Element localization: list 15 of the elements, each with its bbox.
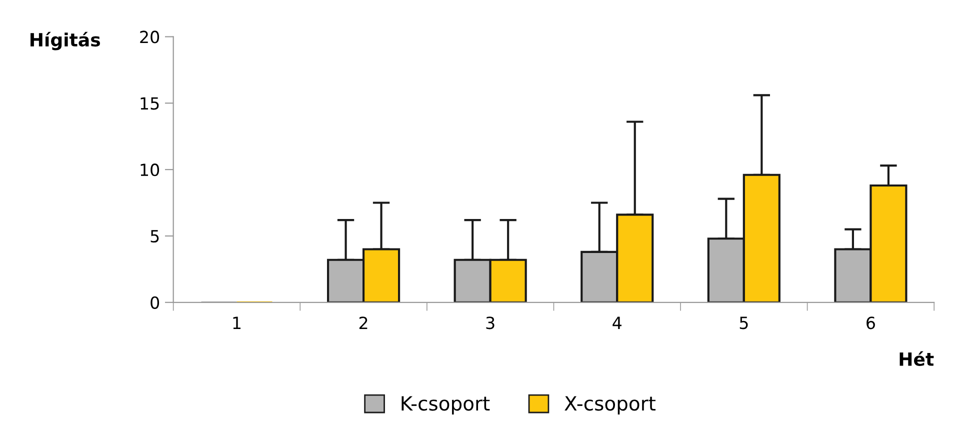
y-tick-label: 15 xyxy=(140,97,159,110)
x-axis-title: Hét xyxy=(900,351,934,366)
y-tick-label: 20 xyxy=(140,30,160,44)
x-tick-label: 6 xyxy=(866,316,875,330)
y-tick-label: 0 xyxy=(150,296,160,309)
x-tick-label: 4 xyxy=(612,316,622,329)
y-axis-title: Hígitás xyxy=(30,32,100,50)
x-tick-label: 3 xyxy=(486,316,494,330)
x-tick-label: 5 xyxy=(740,316,748,330)
legend-label: K-csoport xyxy=(402,396,490,414)
legend-label: X-csoport xyxy=(564,396,656,414)
y-tick-label: 10 xyxy=(140,164,160,176)
y-tick-label: 5 xyxy=(150,230,159,243)
x-tick-label: 2 xyxy=(359,316,368,329)
x-tick-label: 1 xyxy=(233,316,240,329)
